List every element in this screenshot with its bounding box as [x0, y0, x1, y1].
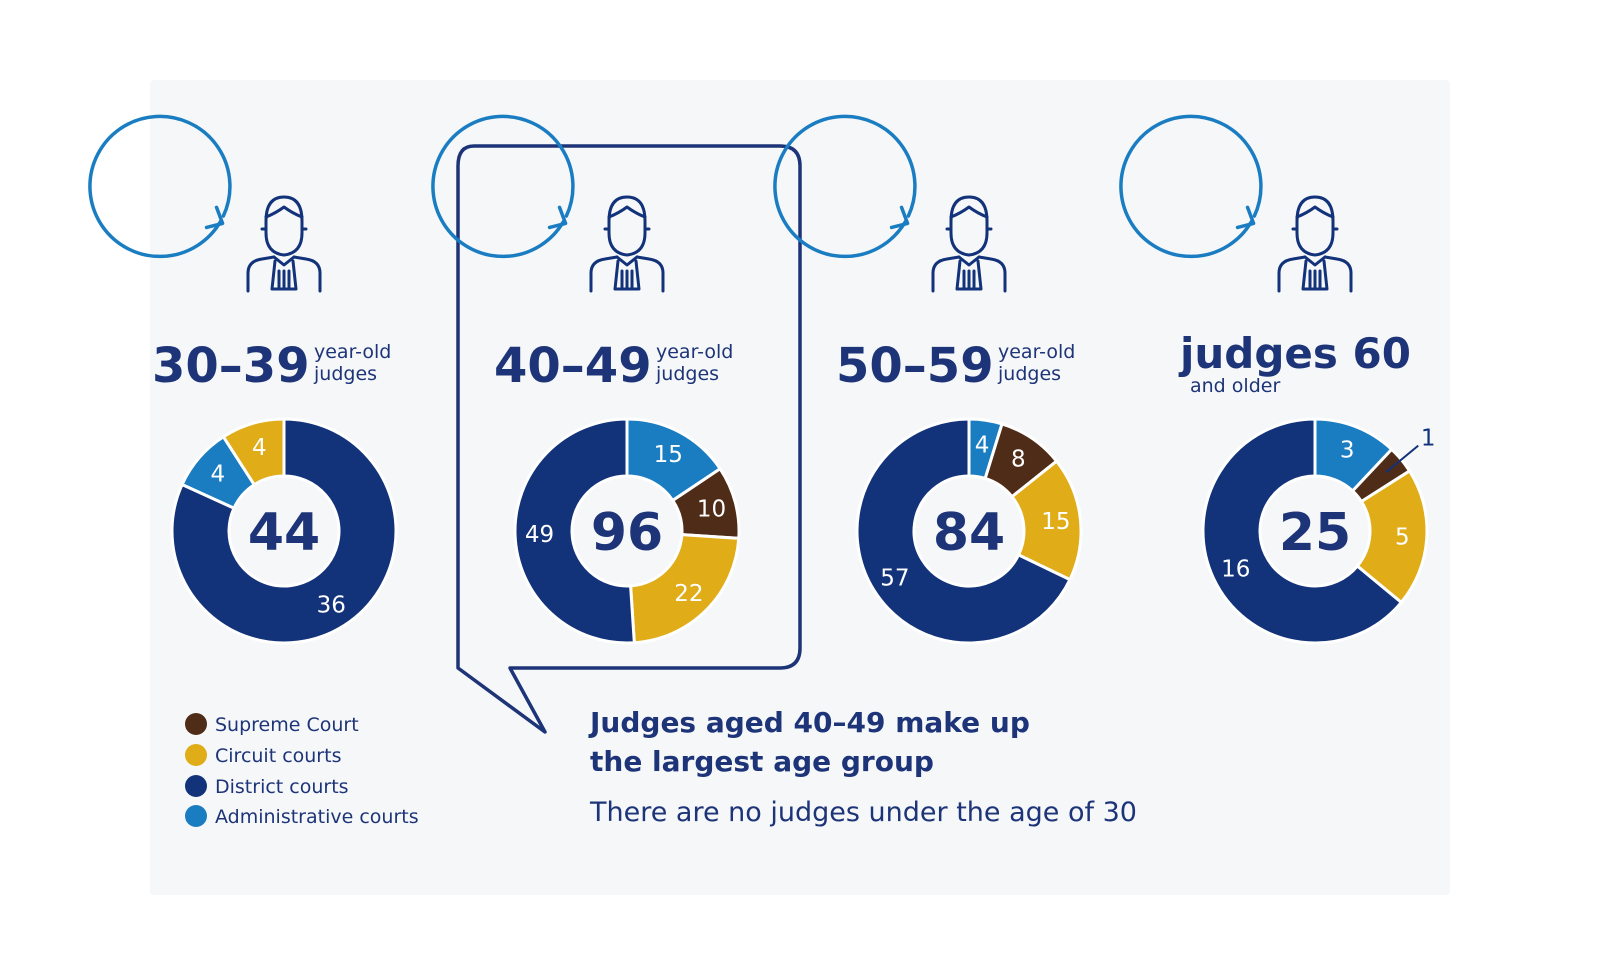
legend-swatch-district: [185, 775, 207, 797]
note-headline-line-2: the largest age group: [590, 745, 934, 778]
group-title-60-plus: judges 60 and older: [1178, 329, 1411, 397]
donut-chart: 3 1 5 16 25: [1201, 417, 1436, 645]
slice-value-label: 15: [654, 442, 683, 468]
note-headline-line-1: Judges aged 40–49 make up: [588, 706, 1030, 739]
judge-icon: [88, 114, 322, 293]
group-title-small-2: judges: [655, 363, 719, 385]
slice-value-label: 57: [880, 566, 909, 592]
donut-slice-district: [513, 417, 636, 645]
slice-value-label: 3: [1340, 438, 1355, 464]
group-title-small-2: judges: [997, 363, 1061, 385]
slice-value-label: 15: [1041, 509, 1070, 535]
group-title-small-1: year-old: [656, 341, 733, 363]
judge-icon: [431, 114, 665, 293]
group-title-big: 40–49: [494, 338, 652, 394]
slice-value-label: 10: [697, 496, 726, 522]
donut-chart: 48 15 57 84: [855, 417, 1083, 645]
legend-label-supreme: Supreme Court: [215, 714, 359, 736]
donut-slice-district: [170, 417, 398, 645]
donut-total: 44: [248, 503, 320, 563]
legend-label-administrative: Administrative courts: [215, 806, 419, 828]
slice-value-label: 8: [1011, 447, 1026, 473]
donut-slice-circuit: [221, 417, 286, 487]
donut-slice-circuit: [629, 533, 741, 645]
donut-slice-circuit: [1009, 459, 1083, 582]
slice-value-label: 4: [211, 462, 226, 488]
highlight-bubble: [456, 144, 802, 734]
group-title-big: judges 60: [1178, 329, 1411, 378]
group-title-small-2: judges: [313, 363, 377, 385]
slice-value-label: 4: [252, 435, 267, 461]
group-title-big: 30–39: [152, 338, 310, 394]
legend: Supreme Court Circuit courts District co…: [185, 713, 419, 828]
note-subtext: There are no judges under the age of 30: [589, 797, 1137, 828]
group-title-40-49: 40–49 year-old judges: [494, 338, 733, 394]
legend-swatch-circuit: [185, 744, 207, 766]
donut-total: 84: [933, 503, 1005, 563]
slice-value-label: 1: [1421, 426, 1436, 452]
legend-swatch-supreme: [185, 713, 207, 735]
group-title-30-39: 30–39 year-old judges: [152, 338, 391, 394]
judge-icon: [773, 114, 1007, 293]
legend-label-district: District courts: [215, 776, 349, 798]
leader-line: [1385, 444, 1419, 474]
group-title-big: 50–59: [836, 338, 994, 394]
donut-total: 96: [591, 503, 663, 563]
slice-value-label: 5: [1395, 524, 1410, 550]
donut-total: 25: [1279, 503, 1351, 563]
group-title-small-1: year-old: [998, 341, 1075, 363]
legend-swatch-administrative: [185, 805, 207, 827]
group-title-small-1: and older: [1190, 375, 1280, 397]
slice-value-label: 36: [317, 593, 346, 619]
judge-icon: [1119, 114, 1353, 293]
slice-value-label: 16: [1221, 556, 1250, 582]
group-title-small-1: year-old: [314, 341, 391, 363]
slice-value-label: 49: [525, 522, 554, 548]
donut-slice-district: [855, 417, 1072, 645]
legend-label-circuit: Circuit courts: [215, 745, 341, 767]
donut-slice-district: [1201, 417, 1404, 645]
group-title-50-59: 50–59 year-old judges: [836, 338, 1075, 394]
slice-value-label: 4: [975, 432, 990, 458]
slice-value-label: 22: [674, 581, 703, 607]
donut-chart: 15 10 22 49 96: [513, 417, 741, 645]
